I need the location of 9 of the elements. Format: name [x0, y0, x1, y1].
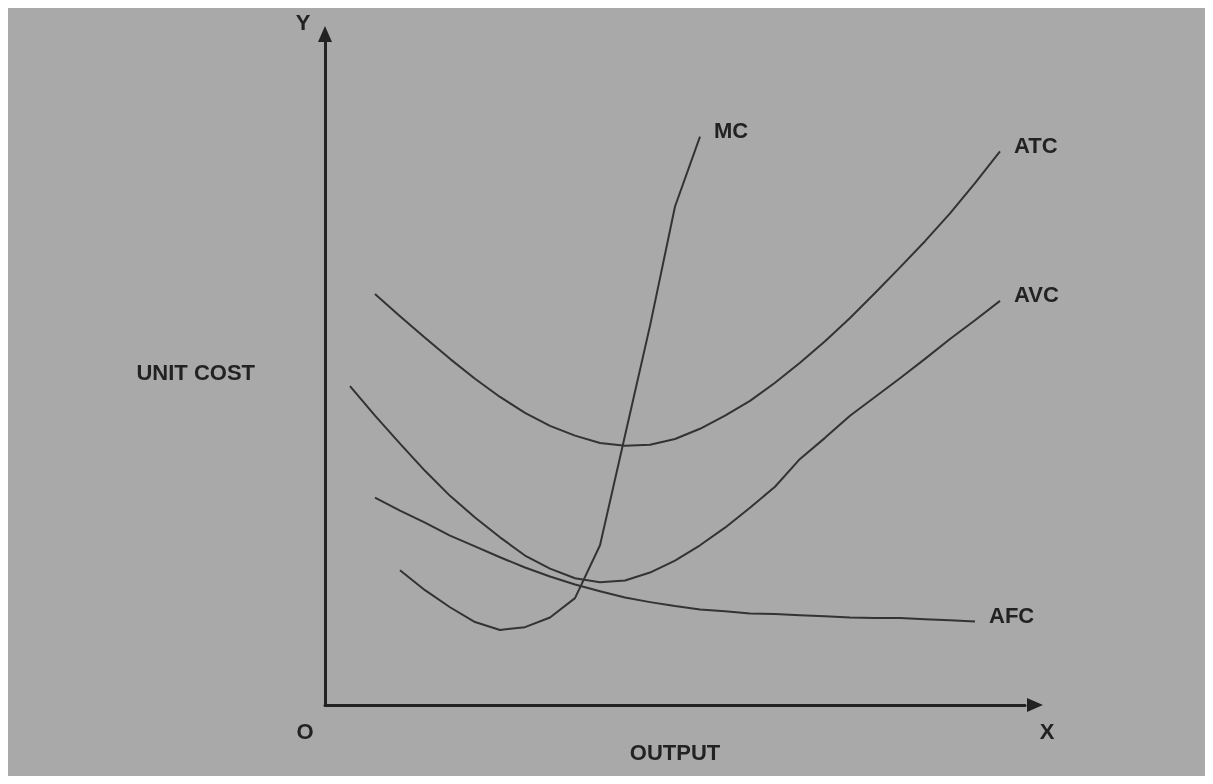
text: Y — [295, 9, 311, 35]
series-label: ATC — [1014, 132, 1058, 158]
series-label: AFC — [989, 602, 1035, 628]
text: X — [1039, 718, 1055, 744]
series-label: AVC — [1014, 282, 1059, 308]
series-label: MC — [714, 118, 749, 144]
x-axis-title: OUTPUT — [629, 739, 721, 765]
y-axis-title: UNIT COST — [136, 360, 256, 385]
text: O — [296, 718, 314, 744]
